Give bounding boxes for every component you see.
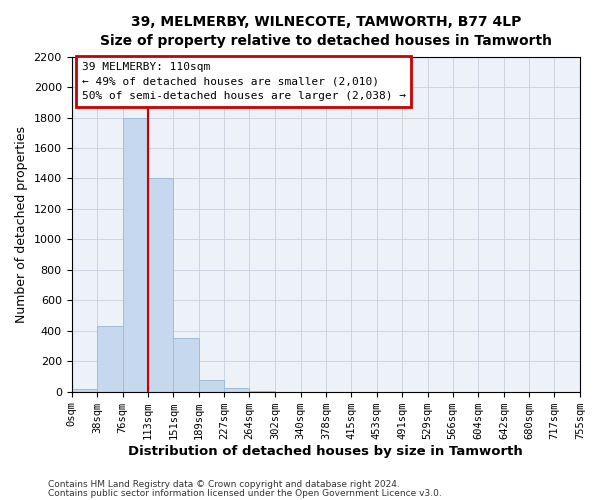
Bar: [250, 391, 275, 392]
Y-axis label: Number of detached properties: Number of detached properties: [15, 126, 28, 322]
Text: 39 MELMERBY: 110sqm
← 49% of detached houses are smaller (2,010)
50% of semi-det: 39 MELMERBY: 110sqm ← 49% of detached ho…: [82, 62, 406, 101]
Bar: [71, 388, 97, 392]
Bar: [97, 326, 123, 392]
Text: Contains HM Land Registry data © Crown copyright and database right 2024.: Contains HM Land Registry data © Crown c…: [48, 480, 400, 489]
Bar: [199, 380, 224, 392]
Text: Contains public sector information licensed under the Open Government Licence v3: Contains public sector information licen…: [48, 488, 442, 498]
X-axis label: Distribution of detached houses by size in Tamworth: Distribution of detached houses by size …: [128, 444, 523, 458]
Bar: [148, 178, 173, 392]
Title: 39, MELMERBY, WILNECOTE, TAMWORTH, B77 4LP
Size of property relative to detached: 39, MELMERBY, WILNECOTE, TAMWORTH, B77 4…: [100, 15, 552, 48]
Bar: [173, 338, 199, 392]
Bar: [123, 118, 148, 392]
Bar: [224, 388, 250, 392]
